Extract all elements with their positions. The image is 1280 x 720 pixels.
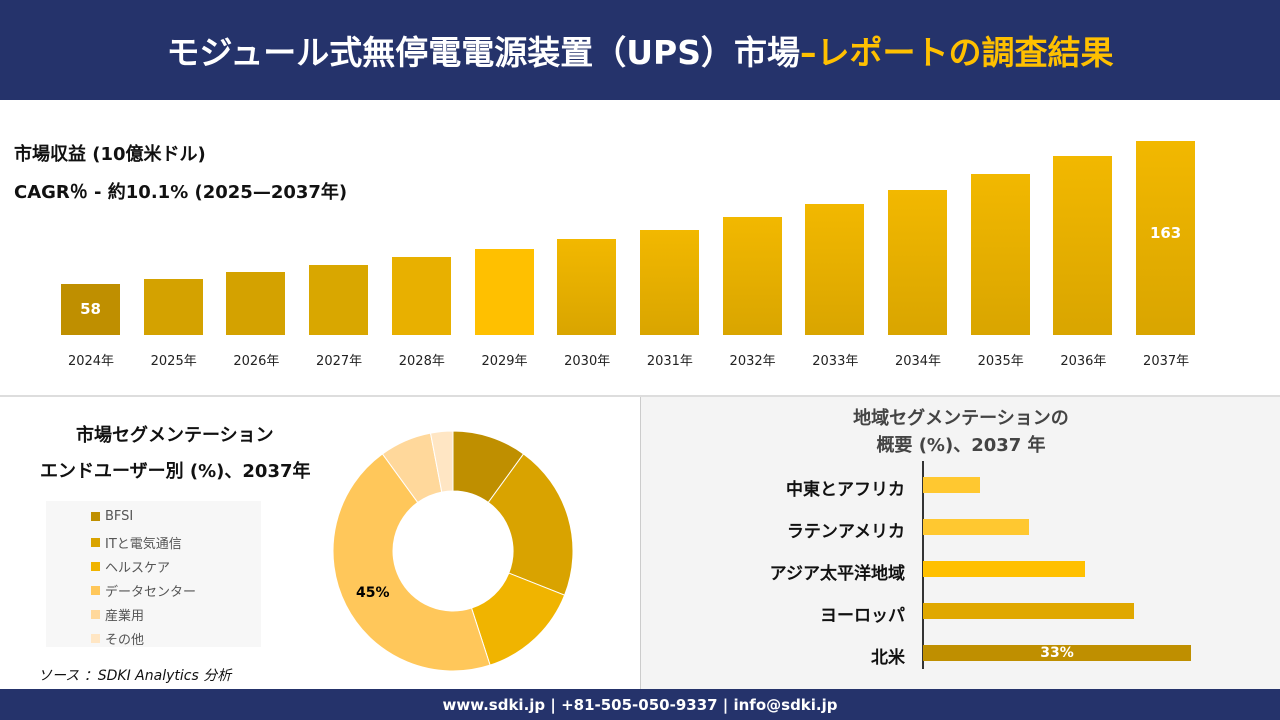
- region-label: ラテンアメリカ: [786, 522, 905, 542]
- title-highlight: –レポートの調査結果: [799, 33, 1114, 72]
- legend-item: BFSI: [91, 509, 133, 524]
- region-bar: [923, 519, 1029, 535]
- legend-label: データセンター: [105, 585, 197, 600]
- revenue-bar: [557, 239, 617, 335]
- revenue-bar: [888, 190, 947, 335]
- region-bar: [923, 603, 1135, 619]
- region-segment-panel: 地域セグメンテーションの 概要 (%)、2037 年 中東とアフリカ ラテンアメリ…: [640, 397, 1280, 689]
- x-tick-label: 2037年: [1143, 354, 1190, 369]
- region-subtitle: 概要 (%)、2037 年: [876, 435, 1046, 456]
- x-tick-label: 2034年: [894, 354, 942, 369]
- revenue-bar: [226, 271, 286, 335]
- x-tick-label: 2024年: [67, 354, 115, 369]
- donut-legend: BFSI ITと電気通信 ヘルスケアデータセンター 産業用その他: [46, 501, 261, 648]
- source-note: ソース ：SDKI Analytics 分析: [38, 668, 232, 684]
- cagr-subtitle: CAGR％ - 約10.1% (2025—2037年): [14, 182, 348, 203]
- x-tick-label: 2027年: [316, 354, 363, 369]
- revenue-bar: [722, 217, 782, 335]
- legend-swatch: [91, 538, 100, 547]
- data-label: 163: [1149, 223, 1182, 242]
- revenue-bar: [391, 256, 451, 335]
- region-bar: 33%: [923, 645, 1191, 661]
- donut-slice: [429, 431, 454, 493]
- legend-swatch: [91, 512, 100, 521]
- header-banner: モジュール式無停電電源装置（UPS）市場 –レポートの調査結果: [0, 0, 1280, 100]
- legend-item: 産業用: [91, 605, 144, 624]
- x-tick-label: 2028年: [398, 354, 445, 369]
- end-user-segment-panel: 市場セグメンテーション エンドユーザー別 (%)、2037年 BFSI ITと電気…: [0, 397, 640, 689]
- legend-item: ヘルスケア: [91, 557, 170, 576]
- data-label: 58: [80, 299, 101, 318]
- x-tick-label: 2031年: [646, 354, 693, 369]
- revenue-bar: [639, 229, 699, 335]
- region-label: 中東とアフリカ: [786, 480, 905, 500]
- legend-label: BFSI: [105, 509, 134, 524]
- revenue-bar: [309, 264, 369, 335]
- donut-slice: [332, 453, 491, 672]
- x-tick-label: 2033年: [812, 354, 859, 369]
- revenue-bar: [474, 248, 534, 335]
- legend-item: その他: [91, 629, 144, 648]
- region-label: アジア太平洋地域: [769, 564, 905, 584]
- legend-label: ヘルスケア: [105, 561, 171, 576]
- legend-item: データセンター: [91, 581, 196, 600]
- x-tick-label: 2032年: [729, 354, 776, 369]
- x-tick-label: 2025年: [150, 354, 197, 369]
- segment-subtitle: エンドユーザー別 (%)、2037年: [40, 461, 311, 482]
- revenue-bar: [1136, 141, 1196, 335]
- legend-label: その他: [105, 633, 145, 648]
- revenue-bar: [970, 173, 1030, 335]
- segment-title: 市場セグメンテーション: [76, 425, 274, 446]
- legend-swatch: [91, 586, 100, 595]
- region-bar: [923, 561, 1086, 577]
- divider: [0, 395, 1280, 397]
- legend-swatch: [91, 610, 100, 619]
- x-tick-label: 2035年: [977, 354, 1024, 369]
- region-label: ヨーロッパ: [820, 606, 905, 626]
- region-label: 北米: [871, 648, 905, 668]
- revenue-bar: [61, 284, 120, 335]
- x-tick-label: 2036年: [1060, 354, 1107, 369]
- x-tick-label: 2030年: [564, 354, 611, 369]
- x-tick-label: 2026年: [233, 354, 280, 369]
- legend-item: ITと電気通信: [91, 533, 182, 552]
- legend-label: 産業用: [105, 609, 145, 624]
- legend-swatch: [91, 634, 100, 643]
- region-bar: [923, 477, 980, 493]
- donut-slice: [487, 453, 574, 596]
- title: モジュール式無停電電源装置（UPS）市場: [166, 33, 800, 72]
- revenue-chart: 2024年 58 2025年 2026年 2027年 2028年 2029年 2030年 203…: [0, 100, 1280, 395]
- revenue-title: 市場収益 (10億米ドル): [14, 144, 206, 165]
- footer-contact: www.sdki.jp | +81-505-050-9337 | info@sd…: [0, 689, 1280, 720]
- region-data-label: 33%: [1040, 645, 1074, 661]
- revenue-bar: [805, 203, 865, 335]
- revenue-bar: [1053, 155, 1113, 335]
- legend-label: ITと電気通信: [105, 537, 182, 552]
- donut-data-label: 45%: [356, 585, 390, 601]
- donut-chart: 45%: [332, 431, 574, 672]
- legend-swatch: [91, 562, 100, 571]
- x-tick-label: 2029年: [481, 354, 528, 369]
- revenue-bar: [143, 278, 203, 335]
- region-title: 地域セグメンテーションの: [853, 408, 1069, 429]
